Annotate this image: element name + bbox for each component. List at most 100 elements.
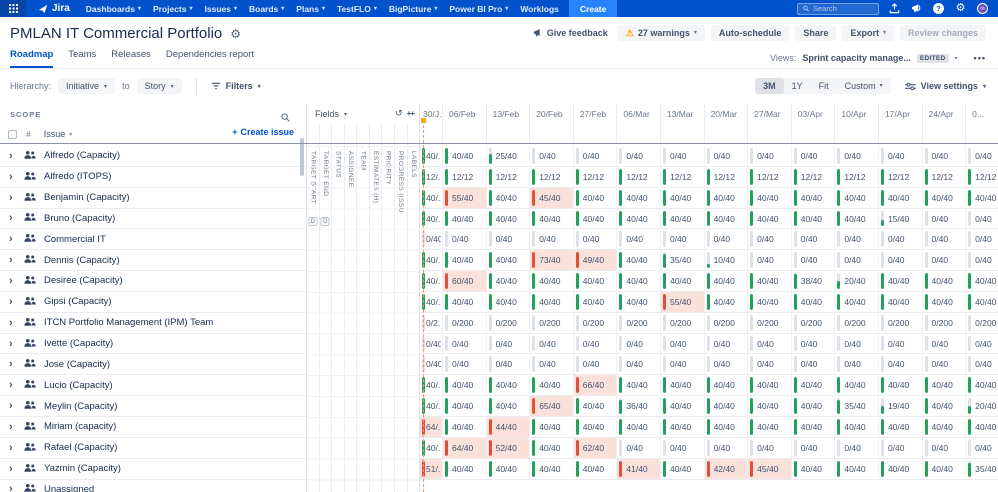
capacity-cell[interactable]: 40/40 [574,208,618,229]
capacity-cell[interactable]: 0/40 [879,229,923,250]
capacity-cell[interactable]: 40/40 [487,187,531,208]
capacity-cell[interactable]: 0/200 [574,312,618,333]
capacity-cell[interactable]: 25/40 [487,146,531,166]
capacity-cell[interactable]: 40/40 [748,271,792,291]
capacity-cell[interactable]: 0/40 [661,354,705,375]
megaphone-icon[interactable] [910,2,923,15]
capacity-cell[interactable]: 40/40 [661,208,705,229]
filters-button[interactable]: Filters ▾ [211,81,261,91]
capacity-cell[interactable]: 40/40 [574,291,618,312]
capacity-cell[interactable]: 0/40 [661,437,705,458]
capacity-cell[interactable]: 40/40 [443,458,487,479]
capacity-cell[interactable]: 0/40 [792,437,836,458]
chevron-right-icon[interactable]: › [9,233,13,246]
capacity-cell[interactable]: 40/40 [966,292,998,312]
capacity-cell[interactable]: 0/40 [923,146,967,166]
scope-row[interactable]: › Meylin (Capacity) [0,396,306,417]
capacity-cell[interactable]: 40/40 [705,187,749,208]
capacity-cell[interactable]: 0/40 [835,229,879,250]
capacity-cell[interactable]: 40/40 [443,208,487,229]
capacity-cell[interactable]: 40/40 [443,291,487,312]
capacity-cell[interactable]: 40/40 [487,458,531,479]
capacity-cell[interactable]: 12/12 [923,166,967,187]
capacity-cell[interactable]: 40/40 [792,291,836,312]
today-marker[interactable] [421,118,426,123]
capacity-cell[interactable]: 40/40 [923,396,967,416]
capacity-cell[interactable]: 0/40 [966,354,998,374]
scope-row[interactable]: › Gipsi (Capacity) [0,292,306,313]
capacity-cell[interactable]: 0/200 [923,312,967,333]
scope-row[interactable]: › Alfredo (ITOPS) [0,167,306,188]
capacity-cell[interactable]: 40/40 [661,271,705,291]
capacity-cell[interactable]: 12/12 [487,166,531,187]
capacity-cell[interactable]: 40/... [420,146,443,166]
capacity-cell[interactable]: 0/40 [443,229,487,250]
capacity-cell[interactable]: 40/40 [792,416,836,437]
chevron-right-icon[interactable]: › [9,212,13,225]
capacity-cell[interactable]: 12/... [420,166,443,187]
capacity-cell[interactable]: 38/40 [792,271,836,291]
search-input[interactable] [813,4,873,13]
chevron-right-icon[interactable]: › [9,295,13,308]
capacity-cell[interactable]: 40/40 [923,291,967,312]
capacity-cell[interactable]: 0/40 [661,229,705,250]
user-avatar[interactable]: ∞ [976,2,989,15]
capacity-cell[interactable]: 12/12 [661,166,705,187]
capacity-cell[interactable]: 15/40 [879,208,923,229]
capacity-cell[interactable]: 40/40 [530,437,574,458]
capacity-cell[interactable]: 0/40 [617,229,661,250]
capacity-cell[interactable]: 0/40 [661,333,705,354]
scope-row[interactable]: › Unassigned [0,480,306,492]
issue-column-dropdown[interactable]: Issue ▾ [43,129,73,139]
capacity-cell[interactable]: 12/12 [530,166,574,187]
capacity-cell[interactable]: 40/40 [574,458,618,479]
capacity-cell[interactable]: 0/40 [661,146,705,166]
nav-menu-item[interactable]: BigPicture ▾ [383,0,444,17]
capacity-cell[interactable]: 40/40 [835,187,879,208]
select-all-checkbox[interactable] [8,129,17,139]
chevron-down-icon[interactable]: ▾ [954,55,958,62]
capacity-cell[interactable]: 0/40 [487,333,531,354]
capacity-cell[interactable]: 64/40 [443,437,487,458]
capacity-cell[interactable]: 40/40 [574,271,618,291]
nav-menu-item[interactable]: Projects ▾ [147,0,199,17]
create-button[interactable]: Create [568,0,618,17]
create-issue-button[interactable]: + Create issue [232,127,294,137]
capacity-cell[interactable]: 40/40 [661,187,705,208]
capacity-cell[interactable]: 0/40 [835,250,879,271]
export-tray-icon[interactable] [888,2,901,15]
reset-columns-icon[interactable]: ↺ [395,108,403,118]
capacity-cell[interactable]: 0/40 [792,146,836,166]
capacity-cell[interactable]: 40/40 [530,291,574,312]
capacity-cell[interactable]: 40/40 [966,375,998,395]
capacity-cell[interactable]: 0/40 [923,250,967,271]
capacity-cell[interactable]: 19/40 [879,396,923,416]
capacity-cell[interactable]: 40/... [420,271,443,291]
capacity-cell[interactable]: 0/40 [530,354,574,375]
capacity-cell[interactable]: 40/40 [923,271,967,291]
capacity-cell[interactable]: 0/40 [923,208,967,229]
capacity-cell[interactable]: 0/40 [879,250,923,271]
capacity-cell[interactable]: 0/40 [420,333,443,354]
capacity-cell[interactable]: 0/200 [879,312,923,333]
scope-search-icon[interactable] [281,109,290,127]
chevron-right-icon[interactable]: › [9,337,13,350]
capacity-cell[interactable]: 0/40 [748,229,792,250]
capacity-cell[interactable]: 40/40 [705,271,749,291]
scope-row[interactable]: › Benjamin (Capacity) [0,188,306,209]
nav-menu-item[interactable]: Boards ▾ [243,0,290,17]
capacity-cell[interactable]: 0/40 [748,354,792,375]
capacity-cell[interactable]: 52/40 [486,437,531,458]
capacity-cell[interactable]: 0/40 [617,354,661,375]
nav-menu-item[interactable]: TestFLO ▾ [331,0,383,17]
capacity-cell[interactable]: 0/40 [966,146,998,166]
capacity-cell[interactable]: 0/40 [487,229,531,250]
range-option[interactable]: 1Y [784,78,811,94]
capacity-cell[interactable]: 0/40 [792,229,836,250]
scope-row[interactable]: › Lucio (Capacity) [0,375,306,397]
scope-row[interactable]: › Ivette (Capacity) [0,334,306,355]
scope-row[interactable]: › Miriam (capacity) [0,417,306,438]
capacity-cell[interactable]: 40/40 [879,291,923,312]
nav-menu-item[interactable]: Worklogs [514,0,565,17]
capacity-cell[interactable]: 42/40 [704,458,749,479]
